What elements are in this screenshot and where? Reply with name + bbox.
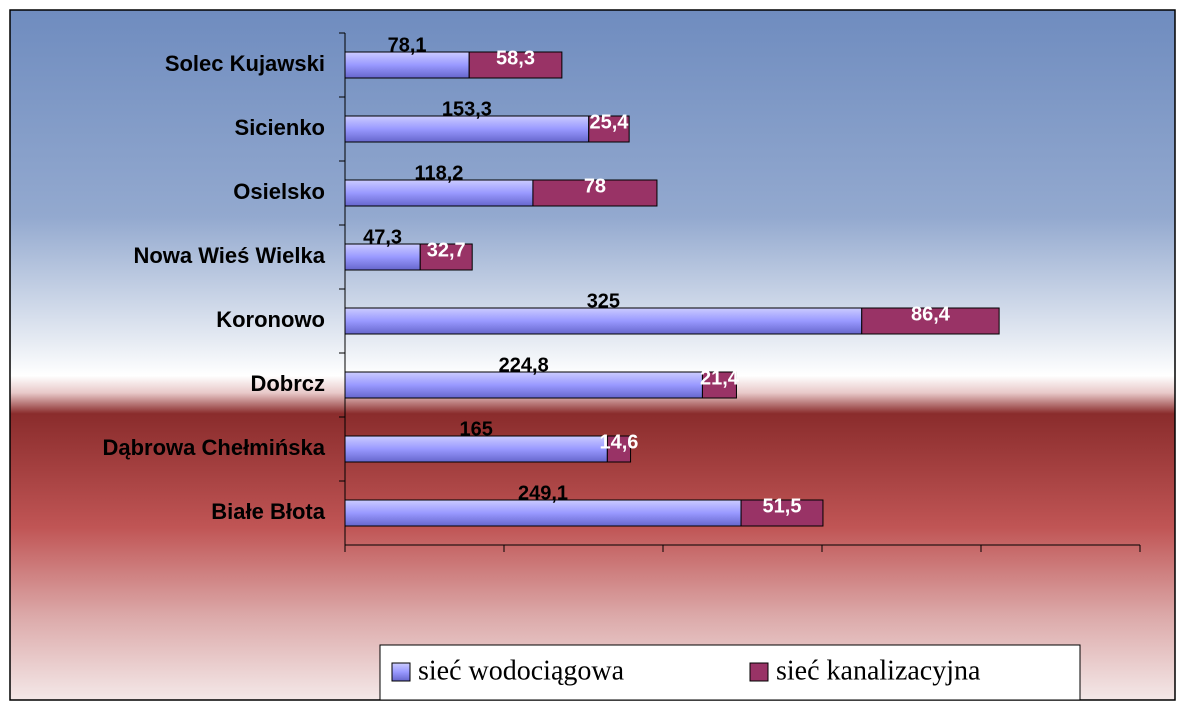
value-label: 153,3 bbox=[442, 98, 492, 120]
value-label: 118,2 bbox=[414, 162, 463, 184]
value-label: 325 bbox=[587, 290, 620, 312]
value-label: 58,3 bbox=[496, 47, 535, 69]
value-label: 14,6 bbox=[599, 431, 638, 453]
category-label: Dobrcz bbox=[250, 371, 325, 396]
bar-segment bbox=[344, 51, 470, 79]
category-label: Sicienko bbox=[235, 115, 325, 140]
bar-segment bbox=[861, 307, 1000, 335]
bar-segment bbox=[740, 499, 824, 527]
bar-segment bbox=[344, 307, 863, 335]
value-label: 32,7 bbox=[427, 239, 466, 261]
value-label: 224,8 bbox=[499, 354, 549, 376]
value-label: 51,5 bbox=[763, 495, 802, 517]
bar-segment bbox=[344, 179, 534, 207]
legend-swatch bbox=[391, 662, 411, 682]
bar-segment bbox=[344, 435, 608, 463]
value-label: 47,3 bbox=[363, 226, 402, 248]
bar-segment bbox=[532, 179, 658, 207]
category-label: Koronowo bbox=[216, 307, 325, 332]
legend-label: sieć wodociągowa bbox=[418, 655, 625, 686]
value-label: 86,4 bbox=[911, 303, 951, 325]
value-label: 78 bbox=[584, 175, 606, 197]
legend-swatch bbox=[749, 662, 769, 682]
category-label: Białe Błota bbox=[211, 499, 325, 524]
value-label: 21,4 bbox=[700, 367, 740, 389]
bar-segment bbox=[701, 371, 737, 399]
bar-segment bbox=[606, 435, 632, 463]
category-label: Solec Kujawski bbox=[165, 51, 325, 76]
value-label: 165 bbox=[459, 418, 492, 440]
bar-segment bbox=[344, 243, 421, 271]
legend bbox=[379, 644, 1081, 701]
value-label: 25,4 bbox=[589, 111, 629, 133]
category-label: Nowa Wieś Wielka bbox=[133, 243, 325, 268]
bar-segment bbox=[468, 51, 563, 79]
bar-segment bbox=[344, 499, 742, 527]
value-label: 249,1 bbox=[518, 482, 568, 504]
category-label: Osielsko bbox=[233, 179, 325, 204]
value-label: 78,1 bbox=[388, 34, 427, 56]
bar-segment bbox=[419, 243, 473, 271]
bar-segment bbox=[588, 115, 630, 143]
category-label: Dąbrowa Chełmińska bbox=[102, 435, 325, 460]
bar-segment bbox=[344, 371, 703, 399]
legend-label: sieć kanalizacyjna bbox=[776, 655, 981, 686]
